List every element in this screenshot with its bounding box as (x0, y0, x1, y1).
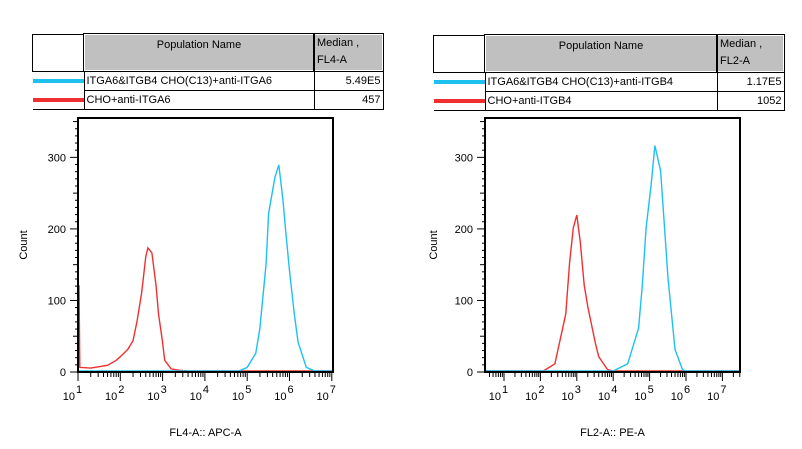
x-tick-label: 10 (489, 391, 501, 403)
x-tick-exponent: 6 (288, 384, 294, 396)
x-tick-exponent: 4 (611, 384, 617, 396)
x-tick-label: 10 (317, 391, 329, 403)
legend-header-stat-line2: FL2-A (720, 55, 750, 67)
plot-frame (77, 117, 334, 373)
x-tick-exponent: 5 (648, 384, 654, 396)
x-tick-exponent: 7 (720, 384, 726, 396)
legend-row: ITGA6&ITGB4 CHO(C13)+anti-ITGA6 5.49E5 (32, 70, 384, 91)
legend-row-median: 1.17E5 (716, 71, 785, 92)
plot-frame (484, 117, 741, 373)
legend-header-stat: Median , FL2-A (716, 34, 785, 73)
x-tick-exponent: 3 (161, 384, 167, 396)
series-line-cyan (79, 164, 332, 372)
legend-row-name: CHO+anti-ITGB4 (484, 91, 718, 111)
legend-row-name: ITGA6&ITGB4 CHO(C13)+anti-ITGB4 (484, 71, 718, 92)
y-tick-label: 200 (455, 224, 473, 236)
legend-swatch-header (32, 33, 85, 72)
x-tick-label: 10 (671, 391, 683, 403)
x-tick-exponent: 2 (538, 384, 544, 396)
y-axis-label: Count (18, 230, 30, 259)
x-tick-label: 10 (190, 391, 202, 403)
legend-row-median: 457 (313, 90, 384, 110)
legend-header-stat-line1: Median , (317, 37, 360, 49)
x-tick-exponent: 6 (684, 384, 690, 396)
x-tick-label: 10 (562, 391, 574, 403)
y-tick-label: 100 (455, 295, 473, 307)
y-tick-label: 300 (455, 152, 473, 164)
y-tick-label: 300 (48, 152, 66, 164)
y-axis-label: Count (428, 230, 440, 259)
legend-row: CHO+anti-ITGA6 457 (32, 90, 384, 110)
y-tick-label: 200 (48, 224, 66, 236)
legend-header-name: Population Name (83, 33, 315, 72)
x-tick-exponent: 4 (203, 384, 209, 396)
x-tick-label: 10 (707, 391, 719, 403)
x-tick-label: 10 (147, 391, 159, 403)
legend-table-left: Population Name Median , FL4-A ITGA6&ITGB… (32, 33, 384, 110)
legend-row: ITGA6&ITGB4 CHO(C13)+anti-ITGB4 1.17E5 (433, 71, 785, 92)
x-tick-label: 10 (525, 391, 537, 403)
x-tick-exponent: 1 (76, 384, 82, 396)
legend-swatch-header (433, 34, 486, 73)
legend-header-stat: Median , FL4-A (313, 33, 384, 72)
legend-header-stat-line1: Median , (720, 38, 763, 50)
x-tick-label: 10 (232, 391, 244, 403)
legend-row-name: CHO+anti-ITGA6 (83, 90, 315, 110)
legend-header-name: Population Name (484, 34, 718, 73)
series-line-red (486, 214, 739, 372)
x-tick-label: 10 (105, 391, 117, 403)
x-axis-label: FL4-A:: APC-A (169, 427, 242, 439)
x-tick-label: 10 (598, 391, 610, 403)
x-tick-exponent: 7 (330, 384, 336, 396)
x-tick-label: 10 (63, 391, 75, 403)
x-tick-label: 10 (634, 391, 646, 403)
x-tick-exponent: 3 (575, 384, 581, 396)
series-line-cyan (486, 145, 739, 372)
y-tick-label: 100 (48, 295, 66, 307)
x-axis-label: FL2-A:: PE-A (580, 427, 645, 439)
x-tick-exponent: 1 (502, 384, 508, 396)
x-tick-label: 10 (274, 391, 286, 403)
y-tick-label: 0 (467, 367, 473, 379)
y-tick-label: 0 (60, 367, 66, 379)
legend-row: CHO+anti-ITGB4 1052 (433, 91, 785, 111)
legend-row-name: ITGA6&ITGB4 CHO(C13)+anti-ITGA6 (83, 70, 315, 91)
x-tick-exponent: 5 (245, 384, 251, 396)
legend-row-median: 1052 (716, 91, 785, 111)
legend-table-right: Population Name Median , FL2-A ITGA6&ITGB… (433, 34, 785, 111)
x-tick-exponent: 2 (118, 384, 124, 396)
legend-header-stat-line2: FL4-A (317, 54, 347, 66)
series-line-red (78, 246, 332, 372)
